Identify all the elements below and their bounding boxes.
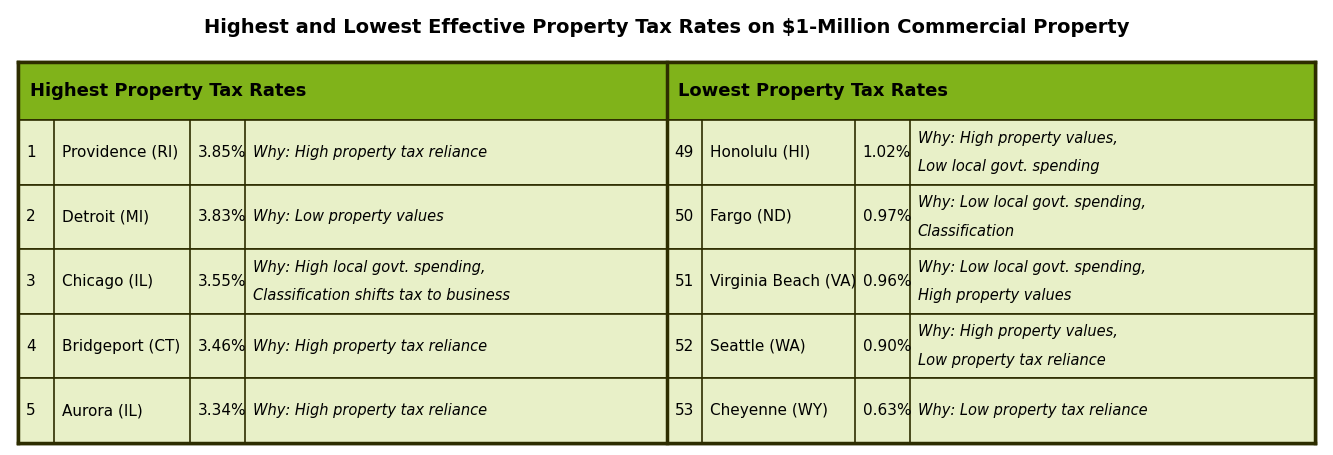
Text: 0.96%: 0.96% — [862, 274, 912, 289]
Text: Why: High local govt. spending,: Why: High local govt. spending, — [253, 260, 485, 275]
Bar — [19, 62, 666, 120]
Text: 5: 5 — [27, 403, 36, 418]
Text: 49: 49 — [674, 145, 694, 160]
Text: 3.55%: 3.55% — [197, 274, 247, 289]
Text: Why: High property values,: Why: High property values, — [917, 131, 1117, 146]
Bar — [666, 120, 1314, 185]
Text: 0.97%: 0.97% — [862, 209, 910, 224]
Text: 4: 4 — [27, 339, 36, 354]
Text: Classification shifts tax to business: Classification shifts tax to business — [253, 288, 511, 303]
Text: Low local govt. spending: Low local govt. spending — [917, 159, 1100, 174]
Text: Bridgeport (CT): Bridgeport (CT) — [61, 339, 180, 354]
Text: 1.02%: 1.02% — [862, 145, 910, 160]
Text: Why: Low local govt. spending,: Why: Low local govt. spending, — [917, 195, 1145, 210]
Text: 1: 1 — [27, 145, 36, 160]
Text: Why: Low property tax reliance: Why: Low property tax reliance — [917, 403, 1148, 418]
Text: Why: High property tax reliance: Why: High property tax reliance — [253, 403, 487, 418]
Text: 51: 51 — [674, 274, 693, 289]
Text: Highest Property Tax Rates: Highest Property Tax Rates — [31, 82, 307, 100]
Text: Why: Low property values: Why: Low property values — [253, 209, 444, 224]
Text: 53: 53 — [674, 403, 694, 418]
Bar — [666, 249, 1314, 314]
Bar — [19, 120, 666, 185]
Bar — [666, 314, 1314, 379]
Text: 52: 52 — [674, 339, 693, 354]
Text: 3.34%: 3.34% — [197, 403, 247, 418]
Bar — [19, 379, 666, 443]
Text: 3.85%: 3.85% — [197, 145, 247, 160]
Text: Seattle (WA): Seattle (WA) — [710, 339, 805, 354]
Text: 3.46%: 3.46% — [197, 339, 247, 354]
Text: 3.83%: 3.83% — [197, 209, 247, 224]
Text: Aurora (IL): Aurora (IL) — [61, 403, 143, 418]
Text: 0.90%: 0.90% — [862, 339, 910, 354]
Bar — [666, 185, 1314, 249]
Text: Fargo (ND): Fargo (ND) — [710, 209, 792, 224]
Bar — [19, 249, 666, 314]
Text: Providence (RI): Providence (RI) — [61, 145, 177, 160]
Text: 2: 2 — [27, 209, 36, 224]
Text: Cheyenne (WY): Cheyenne (WY) — [710, 403, 828, 418]
Bar — [666, 62, 1314, 120]
Text: Why: Low local govt. spending,: Why: Low local govt. spending, — [917, 260, 1145, 275]
Text: 0.63%: 0.63% — [862, 403, 912, 418]
Text: Classification: Classification — [917, 223, 1014, 238]
Text: Why: High property tax reliance: Why: High property tax reliance — [253, 145, 487, 160]
Text: High property values: High property values — [917, 288, 1070, 303]
Text: Why: High property values,: Why: High property values, — [917, 324, 1117, 339]
Text: Highest and Lowest Effective Property Tax Rates on $1-Million Commercial Propert: Highest and Lowest Effective Property Ta… — [204, 18, 1129, 37]
Bar — [666, 379, 1314, 443]
Bar — [19, 314, 666, 379]
Text: Lowest Property Tax Rates: Lowest Property Tax Rates — [678, 82, 949, 100]
Text: Detroit (MI): Detroit (MI) — [61, 209, 149, 224]
Bar — [19, 185, 666, 249]
Text: Chicago (IL): Chicago (IL) — [61, 274, 153, 289]
Text: Low property tax reliance: Low property tax reliance — [917, 353, 1105, 368]
Text: Virginia Beach (VA): Virginia Beach (VA) — [710, 274, 857, 289]
Text: 3: 3 — [27, 274, 36, 289]
Text: Honolulu (HI): Honolulu (HI) — [710, 145, 810, 160]
Text: Why: High property tax reliance: Why: High property tax reliance — [253, 339, 487, 354]
Text: 50: 50 — [674, 209, 693, 224]
Bar — [19, 62, 1314, 443]
